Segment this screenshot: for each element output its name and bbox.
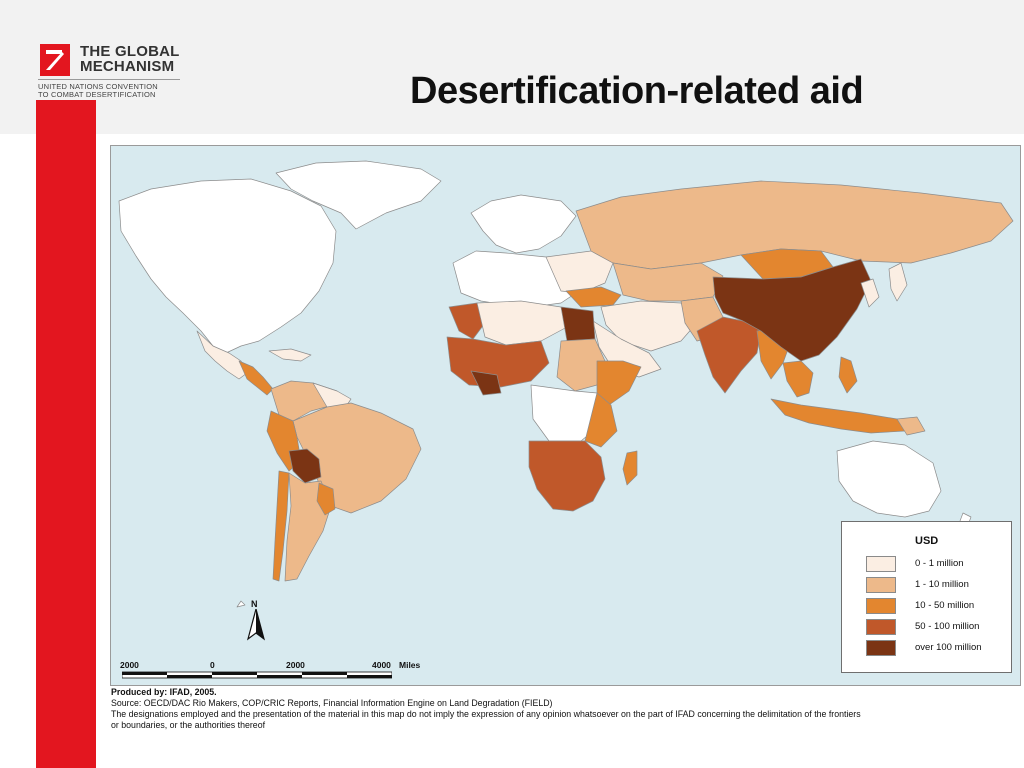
morocco-mauritania bbox=[448, 302, 486, 340]
north-arrow-icon bbox=[246, 609, 266, 641]
scale-bar-graphic bbox=[122, 671, 392, 679]
north-arrow: N bbox=[246, 599, 268, 641]
legend-label: 0 - 1 million bbox=[915, 558, 964, 569]
legend-swatch bbox=[866, 577, 896, 593]
map-legend: USD 0 - 1 million 1 - 10 million 10 - 50… bbox=[841, 521, 1012, 673]
antarctica-edge bbox=[236, 600, 246, 608]
scale-tick-label: 4000 bbox=[372, 660, 391, 670]
map-credits: Produced by: IFAD, 2005. Source: OECD/DA… bbox=[111, 687, 1011, 731]
central-america bbox=[238, 360, 274, 396]
scale-unit: Miles bbox=[399, 660, 421, 670]
legend-swatch bbox=[866, 640, 896, 656]
legend-label: 50 - 100 million bbox=[915, 621, 980, 632]
credits-disclaimer-line2: or boundaries, or the authorities thereo… bbox=[111, 720, 266, 730]
algeria-libya bbox=[476, 300, 568, 346]
legend-label: 10 - 50 million bbox=[915, 600, 975, 611]
mexico bbox=[196, 330, 248, 380]
greenland bbox=[275, 160, 442, 230]
southern-africa bbox=[528, 440, 606, 512]
middle-east-iran bbox=[600, 300, 696, 352]
north-label: N bbox=[251, 599, 258, 609]
madagascar bbox=[622, 450, 638, 486]
red-accent-bar bbox=[36, 100, 96, 768]
turkey-caucasus bbox=[565, 286, 622, 308]
credits-source: Source: OECD/DAC Rio Makers, COP/CRIC Re… bbox=[111, 698, 553, 708]
legend-swatch bbox=[866, 619, 896, 635]
slide-title: Desertification-related aid bbox=[410, 70, 864, 112]
india bbox=[696, 316, 762, 394]
logo-subtitle-line2: TO COMBAT DESERTIFICATION bbox=[38, 90, 156, 99]
egypt bbox=[560, 306, 596, 342]
western-europe bbox=[452, 250, 580, 308]
kazakhstan-central-asia bbox=[612, 262, 724, 302]
legend-label: 1 - 10 million bbox=[915, 579, 969, 590]
gulf-of-guinea bbox=[470, 370, 502, 396]
slide-header-band bbox=[0, 0, 1024, 134]
credits-disclaimer-line1: The designations employed and the presen… bbox=[111, 709, 861, 719]
scale-tick-label: 0 bbox=[210, 660, 215, 670]
legend-swatch bbox=[866, 556, 896, 572]
paraguay-uruguay bbox=[316, 482, 336, 516]
logo-subtitle-line1: UNITED NATIONS CONVENTION bbox=[38, 82, 158, 91]
philippines bbox=[838, 356, 858, 394]
scandinavia bbox=[470, 194, 577, 254]
scale-bar: 2000 0 2000 4000 Miles bbox=[120, 660, 440, 682]
southeast-asia-mainland bbox=[782, 360, 814, 398]
canada-usa-landmass bbox=[118, 178, 337, 354]
scale-tick-label: 2000 bbox=[286, 660, 305, 670]
legend-swatch bbox=[866, 598, 896, 614]
credits-produced-by: Produced by: IFAD, 2005. bbox=[111, 687, 217, 697]
logo-text-line2: MECHANISM bbox=[80, 58, 175, 75]
china bbox=[712, 258, 872, 362]
logo-mark-icon bbox=[40, 44, 70, 76]
korea-japan bbox=[860, 262, 908, 308]
east-africa bbox=[584, 392, 618, 448]
logo-divider bbox=[38, 79, 180, 80]
world-map bbox=[111, 146, 1020, 685]
bolivia bbox=[288, 448, 322, 484]
caribbean-islands bbox=[268, 348, 312, 362]
legend-title: USD bbox=[915, 535, 939, 547]
scale-tick-label: 2000 bbox=[120, 660, 139, 670]
australia bbox=[836, 440, 942, 518]
legend-label: over 100 million bbox=[915, 642, 982, 653]
chile bbox=[272, 470, 290, 582]
logo-text-line1: THE GLOBAL bbox=[80, 43, 180, 60]
global-mechanism-logo: THE GLOBAL MECHANISM UNITED NATIONS CONV… bbox=[38, 42, 188, 102]
papua-new-guinea bbox=[896, 416, 926, 436]
